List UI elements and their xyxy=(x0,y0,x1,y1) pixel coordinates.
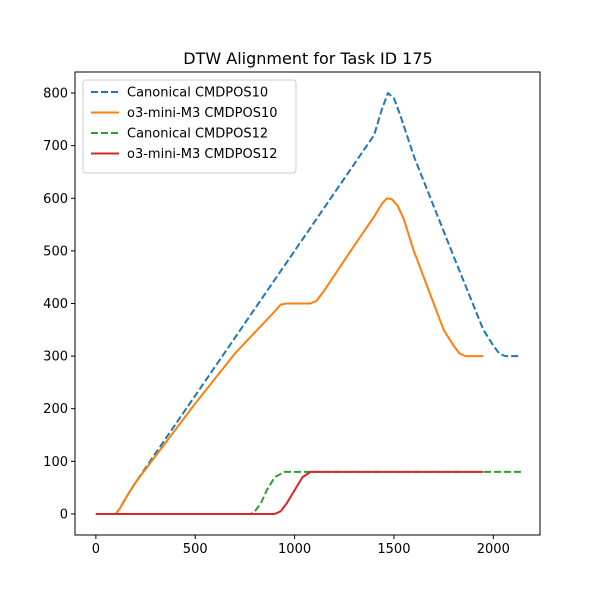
y-tick-label: 600 xyxy=(43,192,68,207)
x-tick-label: 2000 xyxy=(477,542,510,557)
y-tick-label: 700 xyxy=(43,139,68,154)
plot-area xyxy=(95,92,522,515)
x-tick-label: 500 xyxy=(183,542,208,557)
y-tick-label: 800 xyxy=(43,87,68,102)
legend-box xyxy=(82,79,297,174)
axes: 0 500 1000 1500 2000 0 100 200 300 400 500 600 700 80… xyxy=(43,71,541,557)
series-line-4 xyxy=(95,470,484,515)
series-line-2 xyxy=(95,197,484,515)
legend-label-4: o3-mini-M3 CMDPOS12 xyxy=(127,147,278,162)
y-tick-label: 100 xyxy=(43,455,68,470)
x-tick-label: 1500 xyxy=(377,542,410,557)
legend-label-2: o3-mini-M3 CMDPOS10 xyxy=(127,106,278,121)
y-tick-label: 0 xyxy=(60,507,68,522)
y-tick-label: 500 xyxy=(43,244,68,259)
y-tick-label: 200 xyxy=(43,402,68,417)
legend-label-3: Canonical CMDPOS12 xyxy=(127,127,268,142)
legend: Canonical CMDPOS10 o3-mini-M3 CMDPOS10 Can… xyxy=(82,79,297,174)
y-tick-label: 300 xyxy=(43,350,68,365)
x-tick-label: 1000 xyxy=(278,542,311,557)
y-tick-label: 400 xyxy=(43,297,68,312)
chart-title: DTW Alignment for Task ID 175 xyxy=(183,49,432,68)
x-tick-label: 0 xyxy=(92,542,100,557)
legend-label-1: Canonical CMDPOS10 xyxy=(127,86,268,101)
